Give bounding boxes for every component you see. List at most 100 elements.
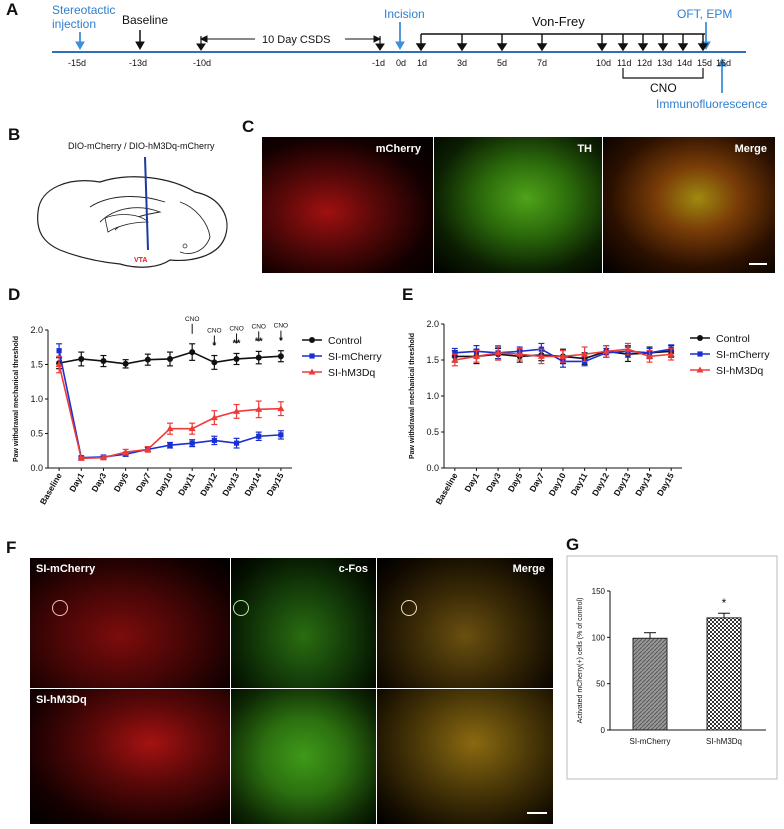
label-stereotactic-2: injection xyxy=(52,17,96,31)
x-tick-label: Day12 xyxy=(590,471,611,498)
y-tick-label: 1.5 xyxy=(30,360,43,370)
micrograph-f-label-merge: Merge xyxy=(512,563,545,575)
micrograph-f-r2-merge xyxy=(377,689,553,824)
timeline-day-label: 5d xyxy=(497,58,507,68)
micrograph-f-r2-mcherry: SI-hM3Dq xyxy=(30,689,230,824)
data-point xyxy=(494,349,502,356)
micrograph-f-r1-cfos: c-Fos xyxy=(231,558,376,688)
micrograph-c-label-mcherry: mCherry xyxy=(375,143,421,155)
timeline-day-label: -15d xyxy=(68,58,86,68)
data-point xyxy=(122,448,130,455)
cno-bracket xyxy=(622,68,704,79)
x-tick-label: Day3 xyxy=(484,471,503,494)
cno-label: CNO xyxy=(207,328,221,335)
brain-outline xyxy=(37,176,228,268)
legend-label: SI-mCherry xyxy=(328,351,382,363)
timeline-day-label: 13d xyxy=(657,58,672,68)
cerebellum xyxy=(179,201,211,254)
data-point xyxy=(256,433,262,439)
legend-label: SI-mCherry xyxy=(716,349,770,361)
micrograph-c-label-merge: Merge xyxy=(734,143,767,155)
label-baseline: Baseline xyxy=(122,13,168,27)
x-tick-label: Day14 xyxy=(242,471,263,498)
micrograph-c-th: TH xyxy=(434,137,602,273)
y-tick-label: 1.0 xyxy=(426,391,439,401)
x-tick-label: Day10 xyxy=(154,471,175,498)
data-point xyxy=(210,414,218,421)
data-point xyxy=(122,360,129,367)
panel-letter-g: G xyxy=(566,535,580,554)
legend-label: SI-hM3Dq xyxy=(328,367,375,379)
timeline-day-label: 1d xyxy=(417,58,427,68)
timeline-day-labels: -15d -13d -10d -1d 0d 1d 3d 5d 7d 10d 11d 12d 13d 14d… xyxy=(68,58,731,68)
legend-marker xyxy=(309,337,315,343)
vonfrey-bracket xyxy=(415,33,709,52)
x-tick-label: SI-mCherry xyxy=(630,737,671,746)
data-point xyxy=(233,355,240,362)
cno-label: CNO xyxy=(274,323,288,330)
y-tick-label: 0.5 xyxy=(30,429,43,439)
timeline-day-label: 16d xyxy=(716,58,731,68)
panel-b-title: DIO-mCherry / DIO-hM3Dq-mCherry xyxy=(68,141,215,151)
legend-marker xyxy=(696,366,704,373)
cell-circle xyxy=(233,600,249,616)
x-tick-label: Day15 xyxy=(655,471,676,498)
data-point xyxy=(255,354,262,361)
micrograph-c-merge: Merge xyxy=(603,137,775,273)
legend-label: Control xyxy=(328,335,362,347)
legend-marker xyxy=(308,368,316,375)
data-point xyxy=(667,350,675,357)
y-axis-label: Paw withdrawal mechanical threshold xyxy=(13,336,20,462)
timeline-day-label: 0d xyxy=(396,58,406,68)
significance-stars: ** xyxy=(233,338,241,349)
timeline-day-label: 14d xyxy=(677,58,692,68)
x-tick-label: Day13 xyxy=(611,471,632,498)
data-point xyxy=(167,355,173,362)
data-point xyxy=(144,445,152,452)
micrograph-f-label-simcherry: SI-mCherry xyxy=(36,563,96,575)
data-point xyxy=(166,425,174,432)
data-point xyxy=(255,405,263,412)
micrograph-c-label-th: TH xyxy=(577,143,592,155)
label-vonfrey: Von-Frey xyxy=(532,14,585,29)
timeline-diagram: Stereotactic injection Baseline 10 Day C… xyxy=(52,3,768,111)
x-tick-label: Day15 xyxy=(264,471,285,498)
x-tick-label: Day1 xyxy=(67,471,86,494)
x-tick-label: Day3 xyxy=(89,471,108,494)
x-tick-label: Day14 xyxy=(633,471,654,498)
label-incision: Incision xyxy=(384,7,425,21)
timeline-day-label: 3d xyxy=(457,58,467,68)
data-point xyxy=(188,425,196,432)
x-tick-label: Day10 xyxy=(547,471,568,498)
y-tick-label: 50 xyxy=(596,680,605,689)
y-tick-label: 2.0 xyxy=(426,319,439,329)
timeline-day-label: 12d xyxy=(637,58,652,68)
x-tick-label: Day13 xyxy=(220,471,241,498)
data-point xyxy=(144,356,151,363)
chart-g-frame xyxy=(566,555,778,780)
legend-marker xyxy=(309,353,315,359)
data-point xyxy=(211,437,217,443)
micrograph-f-r2-cfos xyxy=(231,689,376,824)
cno-label: CNO xyxy=(252,323,266,330)
legend-marker xyxy=(697,351,703,357)
data-point xyxy=(56,348,62,354)
significance-stars: ** xyxy=(255,336,263,347)
chart-g: 0 50 100 150 Activated mCherry(+) cells (% o… xyxy=(566,555,778,780)
data-point xyxy=(452,350,458,356)
y-axis-label: Activated mCherry(+) cells (% of control… xyxy=(577,598,584,724)
data-point xyxy=(472,352,480,359)
data-point xyxy=(451,356,459,363)
data-point xyxy=(100,358,107,365)
brain-diagram: VTA xyxy=(37,156,228,268)
data-point xyxy=(233,407,241,414)
scale-bar xyxy=(527,812,547,814)
micrograph-f-r1-mcherry: SI-mCherry xyxy=(30,558,230,688)
cell-circle xyxy=(401,600,417,616)
panel-letter-a: A xyxy=(6,0,19,19)
panel-letter-e: E xyxy=(402,285,414,304)
micrograph-f-r1-merge: Merge xyxy=(377,558,553,688)
x-tick-label: Day7 xyxy=(134,471,153,494)
panel-letter-c: C xyxy=(242,117,255,136)
y-tick-label: 100 xyxy=(592,633,606,642)
